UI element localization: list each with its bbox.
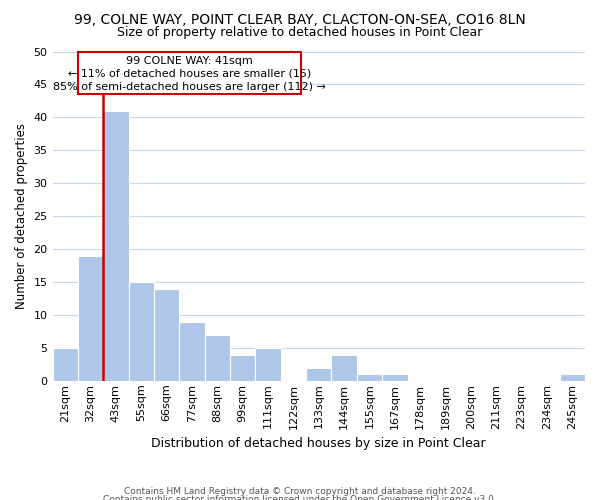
Bar (205, 335, 230, 381)
Text: Contains HM Land Registry data © Crown copyright and database right 2024.: Contains HM Land Registry data © Crown c… (124, 488, 476, 496)
Bar (53, 348, 78, 381)
Bar (256, 348, 281, 381)
Text: 99, COLNE WAY, POINT CLEAR BAY, CLACTON-ON-SEA, CO16 8LN: 99, COLNE WAY, POINT CLEAR BAY, CLACTON-… (74, 12, 526, 26)
Bar (560, 374, 585, 381)
Bar (230, 354, 256, 381)
Bar (357, 374, 382, 381)
Text: Size of property relative to detached houses in Point Clear: Size of property relative to detached ho… (118, 26, 482, 39)
Bar (154, 288, 179, 381)
Bar (103, 111, 128, 381)
Y-axis label: Number of detached properties: Number of detached properties (15, 123, 28, 309)
Bar (382, 374, 407, 381)
Bar (306, 368, 331, 381)
Bar (78, 256, 103, 381)
Bar (331, 354, 357, 381)
Text: Contains public sector information licensed under the Open Government Licence v3: Contains public sector information licen… (103, 495, 497, 500)
Text: 85% of semi-detached houses are larger (112) →: 85% of semi-detached houses are larger (… (53, 82, 326, 92)
X-axis label: Distribution of detached houses by size in Point Clear: Distribution of detached houses by size … (151, 437, 486, 450)
Text: ← 11% of detached houses are smaller (15): ← 11% of detached houses are smaller (15… (68, 69, 311, 79)
Bar (179, 322, 205, 381)
Bar (128, 282, 154, 381)
Text: 99 COLNE WAY: 41sqm: 99 COLNE WAY: 41sqm (126, 56, 253, 66)
FancyBboxPatch shape (78, 52, 301, 94)
